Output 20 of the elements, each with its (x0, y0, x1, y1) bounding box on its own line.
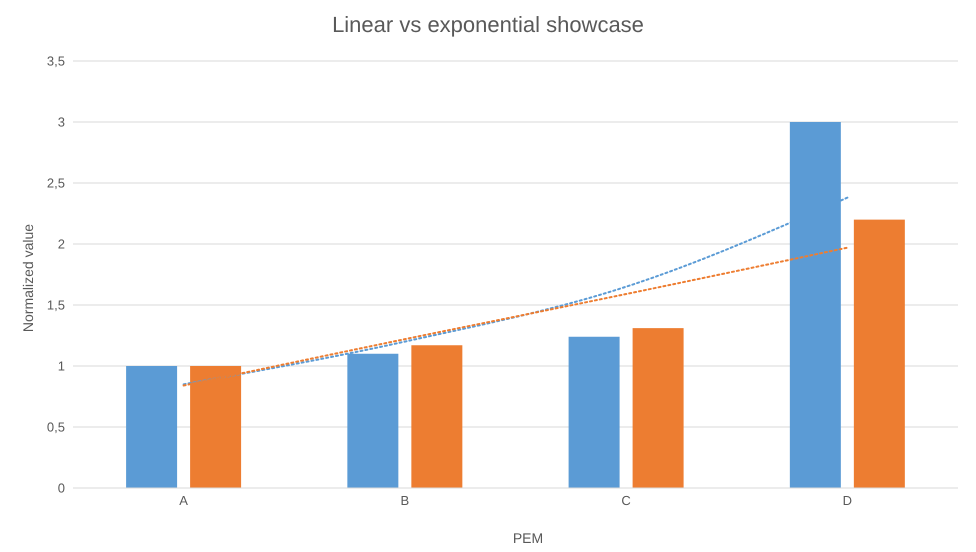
x-tick-label: B (400, 493, 410, 508)
x-tick-label: C (621, 493, 631, 508)
y-tick-label: 2 (58, 236, 65, 252)
x-axis-title: PEM (512, 530, 544, 546)
chart-title: Linear vs exponential showcase (331, 12, 645, 38)
x-tick-label: A (179, 493, 188, 508)
bar (568, 336, 620, 488)
y-tick-label: 3 (58, 114, 65, 130)
bar (411, 345, 462, 488)
bar (632, 328, 684, 488)
y-tick-label: 1,5 (46, 298, 65, 313)
y-tick-label: 2,5 (46, 176, 65, 191)
y-tick-label: 1 (58, 358, 65, 374)
y-tick-label: 3,5 (46, 54, 65, 69)
x-tick-label: D (842, 493, 852, 508)
y-axis-title: Normalized value (20, 224, 36, 332)
bar (126, 366, 178, 488)
y-tick-label: 0,5 (46, 420, 65, 435)
y-tick-label: 0 (58, 480, 65, 496)
bar (854, 220, 905, 488)
